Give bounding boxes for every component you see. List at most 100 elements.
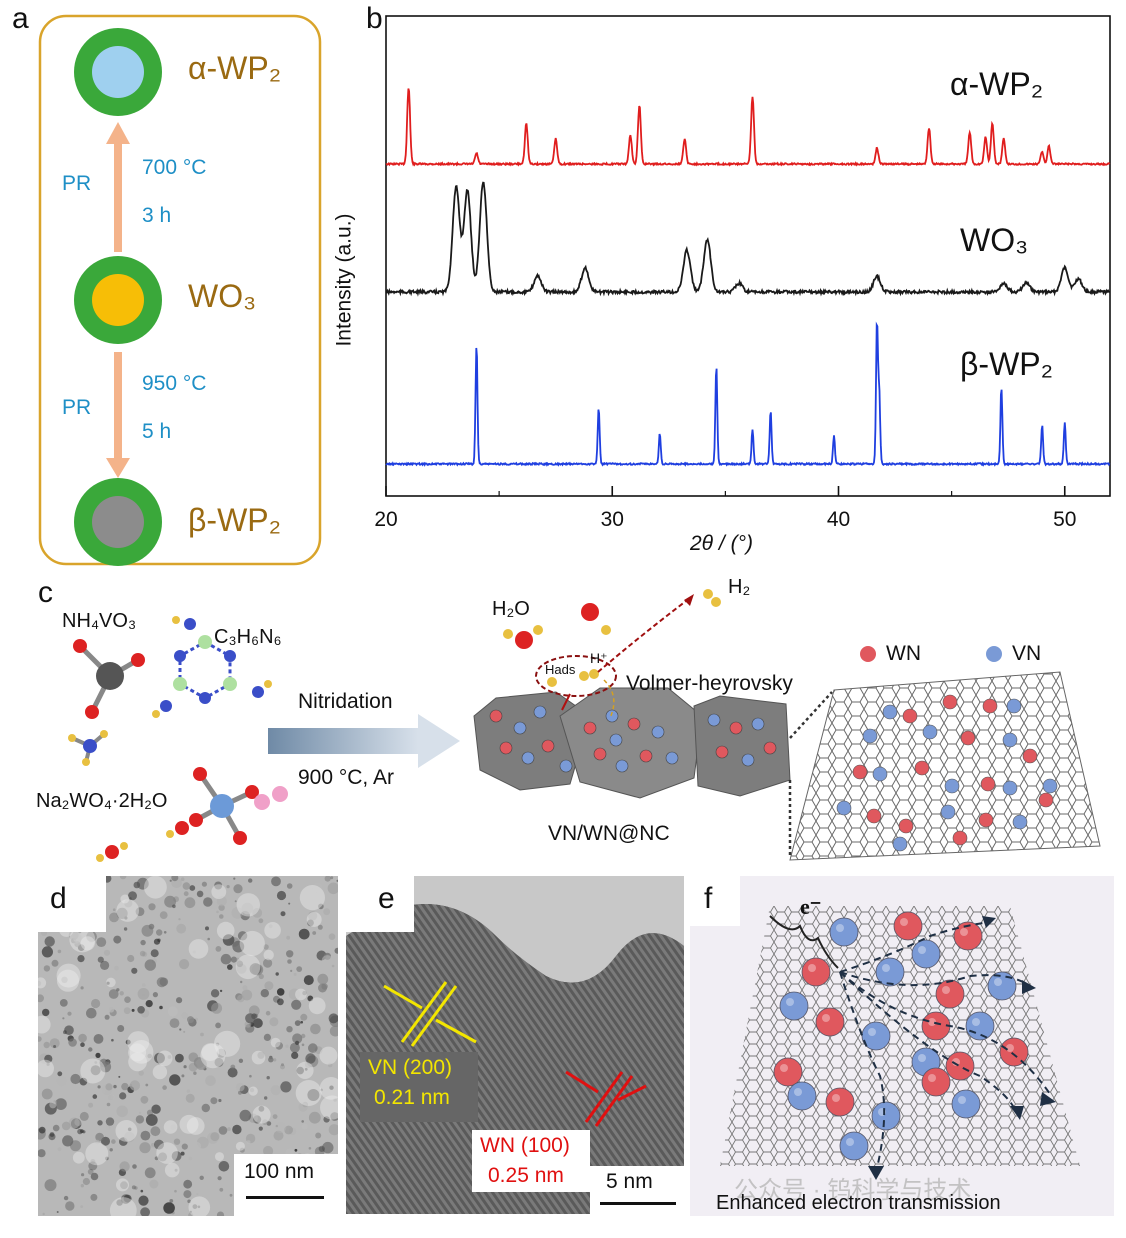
- tem-particle: [287, 959, 292, 964]
- tem-void: [236, 893, 260, 917]
- alpha-wp2-core: [92, 46, 144, 98]
- tem-particle: [315, 1132, 322, 1139]
- tem-void: [239, 930, 265, 957]
- tem-particle: [140, 1207, 150, 1216]
- tem-particle: [298, 1019, 301, 1022]
- vn-particle: [521, 751, 535, 765]
- tem-particle: [195, 1058, 207, 1070]
- tem-particle: [67, 1011, 72, 1016]
- cluster-highlight: [958, 1096, 966, 1104]
- melamine-molecule: [152, 616, 272, 718]
- xrd-plot-frame: [385, 15, 1111, 497]
- tem-particle: [273, 1058, 277, 1062]
- wn-particle: [982, 698, 998, 714]
- tem-particle: [318, 903, 324, 910]
- wn-particle: [639, 749, 653, 763]
- tem-particle: [145, 1000, 153, 1008]
- tem-void: [201, 1043, 220, 1061]
- vn-cluster: [987, 971, 1017, 1001]
- tem-particle: [294, 1020, 301, 1026]
- tem-particle: [44, 1179, 57, 1192]
- tem-void: [156, 1142, 178, 1164]
- reaction-mechanism: [503, 589, 721, 719]
- tem-void: [129, 1040, 154, 1064]
- tem-particle: [56, 1211, 59, 1213]
- tem-particle: [44, 936, 55, 947]
- tem-particle: [328, 933, 336, 940]
- tem-particle: [167, 1055, 172, 1059]
- tem-particle: [175, 1053, 184, 1063]
- tem-particle: [145, 1083, 149, 1087]
- tem-particle: [105, 1117, 115, 1126]
- tem-particle: [109, 912, 119, 923]
- tem-particle: [92, 1094, 98, 1099]
- tem-particle: [171, 877, 182, 888]
- hrtem-image-e: e VN (200) 0.21 nm WN (100) 0.25 nm 5 nm: [346, 876, 684, 1214]
- tem-particle: [249, 1074, 252, 1078]
- tem-void: [200, 1043, 226, 1069]
- tem-particle: [111, 1139, 116, 1144]
- tem-particle: [214, 1057, 224, 1067]
- tem-particle: [295, 1040, 300, 1045]
- tem-particle: [135, 907, 145, 916]
- tem-particle: [97, 1120, 103, 1126]
- vn-cluster: [787, 1081, 817, 1111]
- tem-particle: [288, 1127, 297, 1136]
- tem-particle: [43, 1041, 50, 1049]
- vn-particle: [559, 759, 573, 773]
- tem-void: [252, 1105, 271, 1124]
- tem-particle: [268, 1057, 274, 1063]
- tem-particle: [90, 1159, 96, 1164]
- tem-particle: [150, 1143, 156, 1149]
- tem-void: [80, 936, 95, 951]
- vn-particle: [940, 804, 956, 820]
- tem-particle: [199, 1175, 204, 1180]
- tem-particle: [42, 1212, 45, 1216]
- tem-particle: [270, 1085, 281, 1096]
- tem-particle: [280, 911, 286, 917]
- tem-particle: [38, 1126, 46, 1134]
- vn-particle: [1012, 814, 1028, 830]
- vn-particle: [513, 721, 527, 735]
- tem-particle: [265, 1010, 271, 1016]
- tem-particle: [232, 940, 245, 953]
- tem-particle: [181, 1012, 188, 1019]
- tem-particle: [264, 1096, 268, 1100]
- cluster-highlight: [960, 928, 968, 936]
- sheet-atoms: [836, 694, 1058, 852]
- tem-particle: [227, 1067, 238, 1078]
- tem-void: [56, 963, 81, 988]
- tem-void: [38, 977, 47, 989]
- tem-particle: [147, 1053, 152, 1059]
- tem-particle: [183, 1030, 186, 1033]
- tem-particle: [63, 1030, 67, 1035]
- tem-particle: [117, 1025, 125, 1032]
- tem-particle: [80, 986, 84, 990]
- tem-particle: [171, 1151, 182, 1161]
- tem-particle: [216, 896, 227, 907]
- upper-step-time: 3 h: [142, 204, 172, 227]
- tem-particle: [266, 1076, 270, 1080]
- tem-particle: [203, 897, 213, 907]
- tem-particle: [314, 1146, 325, 1157]
- tem-particle: [307, 995, 314, 1002]
- tem-particle: [170, 1124, 177, 1130]
- cluster-highlight: [786, 998, 794, 1006]
- vn-cluster: [965, 1011, 995, 1041]
- tem-void: [188, 1196, 211, 1216]
- tem-void: [214, 1030, 241, 1057]
- wn-particle: [729, 721, 743, 735]
- tem-particle: [241, 902, 254, 915]
- vn-annotation-box: [360, 1052, 478, 1122]
- tem-particle: [331, 964, 335, 968]
- x-tick-label: 20: [374, 508, 397, 531]
- vn-particle: [741, 753, 755, 767]
- tem-particle: [263, 958, 273, 968]
- tem-void: [85, 1142, 109, 1166]
- hplus-label: H⁺: [590, 650, 608, 666]
- wo3-core: [92, 274, 144, 326]
- tem-void: [128, 1052, 147, 1072]
- tem-particle: [81, 1173, 85, 1177]
- tem-void: [38, 1015, 51, 1034]
- tem-particle: [138, 1195, 149, 1206]
